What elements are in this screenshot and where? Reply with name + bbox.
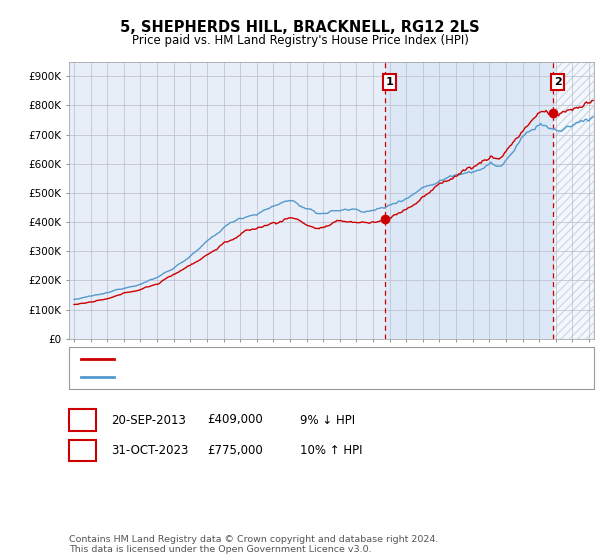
Text: £775,000: £775,000 [207,444,263,458]
Text: 5, SHEPHERDS HILL, BRACKNELL, RG12 2LS: 5, SHEPHERDS HILL, BRACKNELL, RG12 2LS [120,20,480,35]
Text: 1: 1 [78,413,87,427]
Text: 20-SEP-2013: 20-SEP-2013 [111,413,186,427]
Text: 1: 1 [386,77,394,87]
Text: Price paid vs. HM Land Registry's House Price Index (HPI): Price paid vs. HM Land Registry's House … [131,34,469,46]
Text: 9% ↓ HPI: 9% ↓ HPI [300,413,355,427]
Bar [553,62,594,339]
Text: 2: 2 [78,444,87,458]
Bar [385,62,553,339]
Text: 10% ↑ HPI: 10% ↑ HPI [300,444,362,458]
Text: 31-OCT-2023: 31-OCT-2023 [111,444,188,458]
Text: 5, SHEPHERDS HILL, BRACKNELL, RG12 2LS (detached house): 5, SHEPHERDS HILL, BRACKNELL, RG12 2LS (… [120,354,442,364]
Text: 2: 2 [554,77,562,87]
Bar [553,62,594,339]
Text: Contains HM Land Registry data © Crown copyright and database right 2024.
This d: Contains HM Land Registry data © Crown c… [69,535,439,554]
Text: £409,000: £409,000 [207,413,263,427]
Text: HPI: Average price, detached house, Bracknell Forest: HPI: Average price, detached house, Brac… [120,372,397,382]
